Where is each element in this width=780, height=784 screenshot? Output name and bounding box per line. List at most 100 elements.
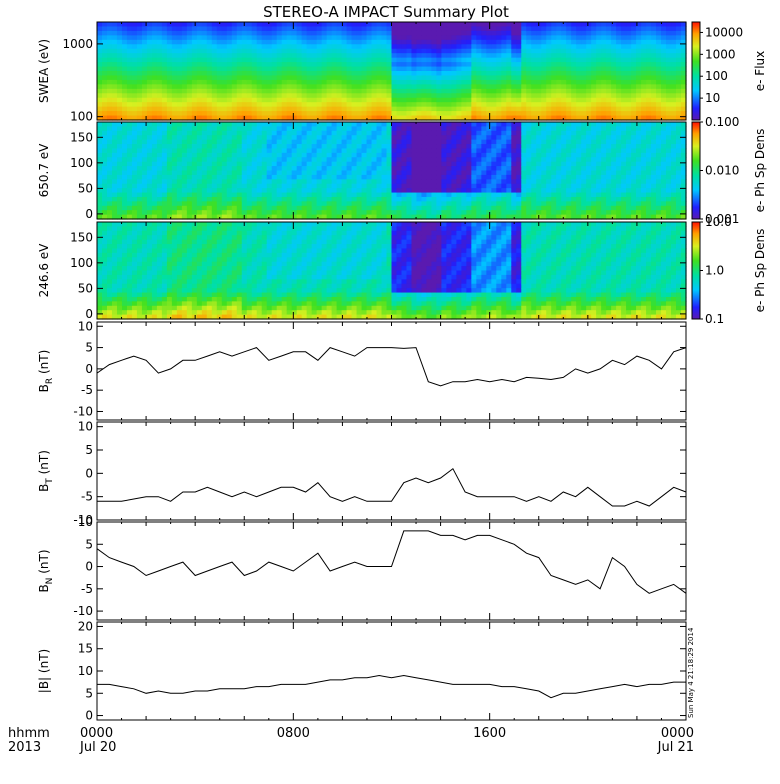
heatmap-cell <box>431 84 437 89</box>
heatmap-cell <box>521 157 527 162</box>
heatmap-cell <box>401 193 407 198</box>
heatmap-cell <box>601 93 607 98</box>
heatmap-cell <box>237 107 243 112</box>
heatmap-cell <box>461 75 467 80</box>
heatmap-cell <box>117 188 123 193</box>
heatmap-cell <box>297 58 303 63</box>
heatmap-cell <box>257 153 263 158</box>
heatmap-cell <box>436 175 442 180</box>
heatmap-cell <box>177 84 183 89</box>
heatmap-cell <box>377 188 383 193</box>
heatmap-cell <box>277 26 283 31</box>
heatmap-cell <box>566 201 572 206</box>
heatmap-cell <box>411 102 417 107</box>
heatmap-cell <box>606 188 612 193</box>
heatmap-cell <box>237 193 243 198</box>
heatmap-cell <box>162 126 168 131</box>
heatmap-cell <box>431 126 437 131</box>
heatmap-cell <box>466 89 472 94</box>
heatmap-cell <box>401 71 407 76</box>
heatmap-cell <box>137 188 143 193</box>
heatmap-cell <box>506 35 512 40</box>
heatmap-cell <box>287 188 293 193</box>
heatmap-cell <box>127 193 133 198</box>
heatmap-cell <box>406 144 412 149</box>
heatmap-cell <box>661 31 667 36</box>
heatmap-cell <box>616 197 622 202</box>
heatmap-cell <box>172 98 178 103</box>
heatmap-cell <box>127 184 133 189</box>
heatmap-cell <box>232 58 238 63</box>
heatmap-cell <box>431 102 437 107</box>
heatmap-cell <box>556 98 562 103</box>
heatmap-cell <box>601 122 607 127</box>
heatmap-cell <box>147 193 153 198</box>
heatmap-cell <box>416 179 422 184</box>
heatmap-cell <box>372 75 378 80</box>
heatmap-cell <box>362 148 368 153</box>
heatmap-cell <box>387 80 393 85</box>
heatmap-cell <box>551 193 557 198</box>
heatmap-cell <box>277 93 283 98</box>
heatmap-cell <box>596 131 602 136</box>
heatmap-cell <box>651 49 657 54</box>
heatmap-cell <box>182 140 188 145</box>
heatmap-cell <box>342 197 348 202</box>
heatmap-cell <box>377 58 383 63</box>
heatmap-cell <box>197 210 203 215</box>
heatmap-cell <box>287 131 293 136</box>
heatmap-cell <box>421 210 427 215</box>
heatmap-cell <box>401 58 407 63</box>
heatmap-cell <box>287 148 293 153</box>
heatmap-cell <box>641 40 647 45</box>
heatmap-cell <box>591 22 597 27</box>
heatmap-cell <box>342 148 348 153</box>
heatmap-cell <box>471 93 477 98</box>
heatmap-cell <box>396 162 402 167</box>
heatmap-cell <box>426 206 432 211</box>
heatmap-cell <box>586 84 592 89</box>
heatmap-cell <box>222 206 228 211</box>
heatmap-cell <box>312 153 318 158</box>
heatmap-cell <box>641 67 647 72</box>
heatmap-cell <box>107 148 113 153</box>
heatmap-cell <box>187 98 193 103</box>
heatmap-cell <box>347 131 353 136</box>
heatmap-cell <box>451 201 457 206</box>
heatmap-cell <box>232 71 238 76</box>
heatmap-cell <box>347 140 353 145</box>
heatmap-cell <box>107 157 113 162</box>
heatmap-cell <box>307 53 313 58</box>
heatmap-cell <box>426 26 432 31</box>
heatmap-cell <box>531 67 537 72</box>
heatmap-cell <box>242 171 248 176</box>
heatmap-cell <box>581 107 587 112</box>
heatmap-cell <box>526 148 532 153</box>
heatmap-cell <box>207 166 213 171</box>
heatmap-cell <box>297 98 303 103</box>
heatmap-cell <box>586 157 592 162</box>
heatmap-cell <box>431 26 437 31</box>
heatmap-cell <box>626 40 632 45</box>
heatmap-cell <box>107 210 113 215</box>
heatmap-cell <box>152 35 158 40</box>
heatmap-cell <box>616 122 622 127</box>
heatmap-cell <box>656 75 662 80</box>
heatmap-cell <box>586 31 592 36</box>
heatmap-cell <box>501 197 507 202</box>
heatmap-cell <box>556 58 562 63</box>
heatmap-cell <box>287 111 293 116</box>
heatmap-cell <box>222 67 228 72</box>
heatmap-cell <box>451 98 457 103</box>
heatmap-cell <box>456 98 462 103</box>
heatmap-cell <box>127 166 133 171</box>
heatmap-cell <box>127 26 133 31</box>
heatmap-cell <box>536 31 542 36</box>
heatmap-cell <box>317 166 323 171</box>
heatmap-cell <box>491 166 497 171</box>
heatmap-cell <box>596 67 602 72</box>
heatmap-cell <box>426 162 432 167</box>
heatmap-cell <box>671 22 677 27</box>
heatmap-cell <box>601 140 607 145</box>
heatmap-cell <box>357 206 363 211</box>
